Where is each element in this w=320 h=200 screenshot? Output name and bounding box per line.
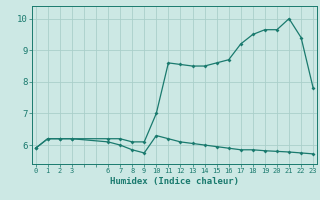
- X-axis label: Humidex (Indice chaleur): Humidex (Indice chaleur): [110, 177, 239, 186]
